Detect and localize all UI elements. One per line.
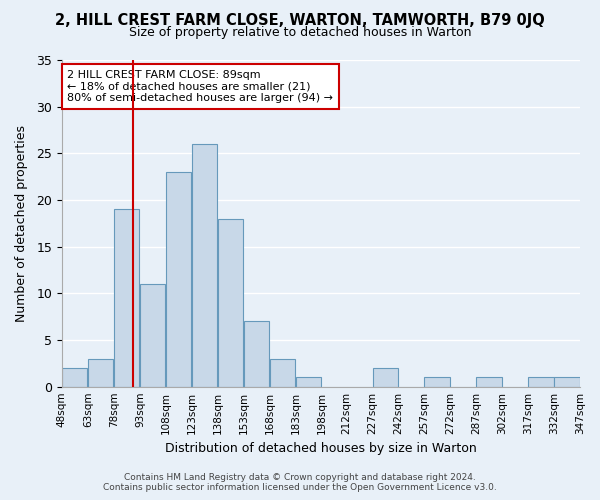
- Text: Contains HM Land Registry data © Crown copyright and database right 2024.
Contai: Contains HM Land Registry data © Crown c…: [103, 473, 497, 492]
- Bar: [270, 358, 295, 386]
- Bar: [193, 144, 217, 386]
- Y-axis label: Number of detached properties: Number of detached properties: [15, 125, 28, 322]
- Bar: [476, 378, 502, 386]
- Bar: [529, 378, 554, 386]
- Bar: [296, 378, 322, 386]
- Bar: [140, 284, 166, 386]
- Bar: [218, 218, 244, 386]
- Bar: [244, 322, 269, 386]
- X-axis label: Distribution of detached houses by size in Warton: Distribution of detached houses by size …: [165, 442, 477, 455]
- Text: Size of property relative to detached houses in Warton: Size of property relative to detached ho…: [129, 26, 471, 39]
- Bar: [166, 172, 191, 386]
- Bar: [62, 368, 88, 386]
- Bar: [373, 368, 398, 386]
- Text: 2, HILL CREST FARM CLOSE, WARTON, TAMWORTH, B79 0JQ: 2, HILL CREST FARM CLOSE, WARTON, TAMWOR…: [55, 12, 545, 28]
- Bar: [424, 378, 449, 386]
- Bar: [115, 210, 139, 386]
- Bar: [88, 358, 113, 386]
- Text: 2 HILL CREST FARM CLOSE: 89sqm
← 18% of detached houses are smaller (21)
80% of : 2 HILL CREST FARM CLOSE: 89sqm ← 18% of …: [67, 70, 333, 103]
- Bar: [554, 378, 580, 386]
